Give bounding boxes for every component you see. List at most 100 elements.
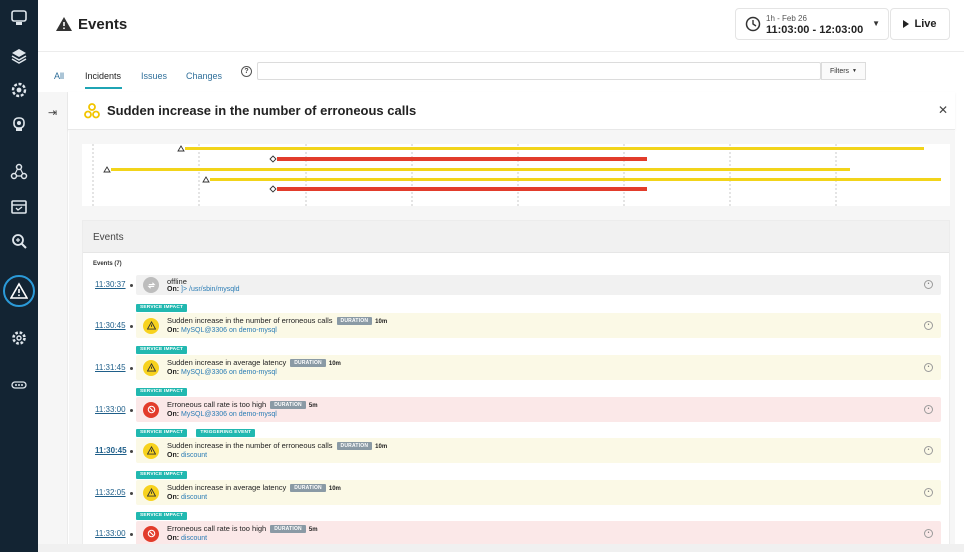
expand-panel-icon[interactable]: ⇥ xyxy=(48,107,58,119)
tab-all[interactable]: All xyxy=(54,71,65,81)
incident-title: Sudden increase in the number of erroneo… xyxy=(107,103,417,118)
filters-button[interactable]: Filters ▼ xyxy=(821,62,866,80)
triggering-event-tag: TRIGGERING EVENT xyxy=(196,429,256,437)
event-title: Sudden increase in average latency DURATI… xyxy=(167,483,341,492)
event-time-link[interactable]: 11:32:05 xyxy=(95,487,126,497)
event-time-link[interactable]: 11:30:45 xyxy=(95,445,127,455)
event-title-text: offline xyxy=(167,277,187,286)
timeline-chart xyxy=(92,144,941,206)
monitor-icon[interactable] xyxy=(7,6,31,30)
duration-value: 10m xyxy=(328,361,341,367)
warning-status-icon xyxy=(143,359,159,376)
entity-link[interactable]: discount xyxy=(181,535,208,542)
duration-value: 5m xyxy=(308,403,318,409)
duration-value: 5m xyxy=(308,527,318,533)
event-time-link[interactable]: 11:33:00 xyxy=(95,404,126,414)
nodes-icon[interactable] xyxy=(7,160,31,184)
tab-incidents[interactable]: Incidents xyxy=(85,71,122,81)
event-title: offline xyxy=(167,277,187,286)
timeline-dot xyxy=(130,284,133,287)
entity-link[interactable]: discount xyxy=(181,452,208,459)
event-row[interactable]: Sudden increase in the number of erroneo… xyxy=(136,438,941,463)
entity-link[interactable]: MySQL@3306 on demo-mysql xyxy=(181,327,277,334)
service-impact-tag: SERVICE IMPACT xyxy=(136,429,188,437)
duration-badge: DURATION xyxy=(270,525,306,533)
timeline-bar xyxy=(210,178,941,181)
entity-label: On: xyxy=(167,535,180,542)
event-row[interactable]: Sudden increase in average latency DURATI… xyxy=(136,480,941,505)
timeline-dot xyxy=(130,324,133,328)
timeline-warning-marker xyxy=(103,166,111,173)
event-title-text: Sudden increase in the number of erroneo… xyxy=(167,316,333,325)
entity-link[interactable]: ]> /usr/sbin/mysqld xyxy=(181,286,240,293)
row-details-icon[interactable]: • xyxy=(924,445,933,455)
event-row[interactable]: offline On: ]> /usr/sbin/mysqld • xyxy=(136,275,941,295)
entity-label: On: xyxy=(167,369,180,376)
duration-badge: DURATION xyxy=(336,317,373,325)
entity-link[interactable]: MySQL@3306 on demo-mysql xyxy=(181,411,277,418)
row-details-icon[interactable]: • xyxy=(924,362,933,372)
event-time-link[interactable]: 11:30:45 xyxy=(95,320,126,330)
calendar-icon[interactable] xyxy=(7,195,31,219)
event-title: Erroneous call rate is too high DURATION 5… xyxy=(167,400,318,409)
timeline-bar xyxy=(185,147,924,150)
event-title-text: Erroneous call rate is too high xyxy=(167,524,267,533)
settings-icon[interactable] xyxy=(7,326,31,350)
close-icon[interactable]: ✕ xyxy=(937,103,948,117)
timeline-dot xyxy=(130,449,133,453)
timeframe-selector[interactable]: 1h - Feb 26 11:03:00 - 12:03:00 ▼ xyxy=(735,8,889,40)
event-row[interactable]: Sudden increase in average latency DURATI… xyxy=(136,355,941,380)
event-entity: On: MySQL@3306 on demo-mysql xyxy=(167,327,277,334)
chevron-down-icon: ▼ xyxy=(852,68,857,74)
timeline-error-marker xyxy=(269,185,277,193)
timeline-warning-marker xyxy=(202,176,210,183)
entity-label: On: xyxy=(167,494,180,501)
event-entity: On: discount xyxy=(167,494,207,501)
timeline-dot xyxy=(130,532,133,536)
event-title: Erroneous call rate is too high DURATION 5… xyxy=(167,524,318,533)
active-tab-underline xyxy=(85,87,122,89)
live-button[interactable]: Live xyxy=(890,8,950,40)
event-title-text: Erroneous call rate is too high xyxy=(167,400,267,409)
entity-link[interactable]: MySQL@3306 on demo-mysql xyxy=(181,369,277,376)
service-impact-tag: SERVICE IMPACT xyxy=(136,388,188,396)
timeline-bar xyxy=(111,168,850,171)
event-entity: On: discount xyxy=(167,452,207,459)
layers-icon[interactable] xyxy=(7,44,31,68)
bottom-edge xyxy=(38,544,964,552)
more-icon[interactable] xyxy=(7,373,31,397)
event-title: Sudden increase in the number of erroneo… xyxy=(167,441,387,450)
row-details-icon[interactable]: • xyxy=(924,404,933,414)
entity-label: On: xyxy=(167,411,180,418)
live-button-label: Live xyxy=(914,18,937,30)
entity-label: On: xyxy=(167,286,180,293)
help-icon[interactable]: ? xyxy=(241,66,252,77)
search-input[interactable] xyxy=(257,62,821,80)
row-details-icon[interactable]: • xyxy=(924,487,933,497)
event-entity: On: discount xyxy=(167,535,207,542)
event-time-link[interactable]: 11:33:00 xyxy=(95,528,126,538)
duration-badge: DURATION xyxy=(290,484,326,492)
duration-badge: DURATION xyxy=(336,442,373,450)
row-details-icon[interactable]: • xyxy=(924,528,933,538)
robot-icon[interactable] xyxy=(7,112,31,136)
event-row[interactable]: Sudden increase in the number of erroneo… xyxy=(136,313,941,338)
row-details-icon[interactable]: • xyxy=(924,320,933,330)
gear-circle-icon[interactable] xyxy=(7,78,31,102)
search-zoom-icon[interactable] xyxy=(7,229,31,253)
service-impact-tag: SERVICE IMPACT xyxy=(136,471,188,479)
event-row[interactable]: Erroneous call rate is too high DURATION 5… xyxy=(136,397,941,422)
tab-issues[interactable]: Issues xyxy=(141,71,168,81)
events-warning-icon[interactable] xyxy=(7,279,31,303)
entity-link[interactable]: discount xyxy=(181,494,208,501)
incident-header: Sudden increase in the number of erroneo… xyxy=(68,92,955,130)
side-panel-collapse: ⇥ xyxy=(38,92,68,552)
events-count: Events (7) xyxy=(93,261,122,267)
event-time-link[interactable]: 11:31:45 xyxy=(95,362,126,372)
event-entity: On: ]> /usr/sbin/mysqld xyxy=(167,286,240,293)
duration-badge: DURATION xyxy=(290,359,326,367)
event-time-link[interactable]: 11:30:37 xyxy=(95,280,126,289)
event-row[interactable]: Erroneous call rate is too high DURATION 5… xyxy=(136,521,941,546)
tab-changes[interactable]: Changes xyxy=(186,71,223,81)
row-details-icon[interactable]: • xyxy=(924,280,933,289)
